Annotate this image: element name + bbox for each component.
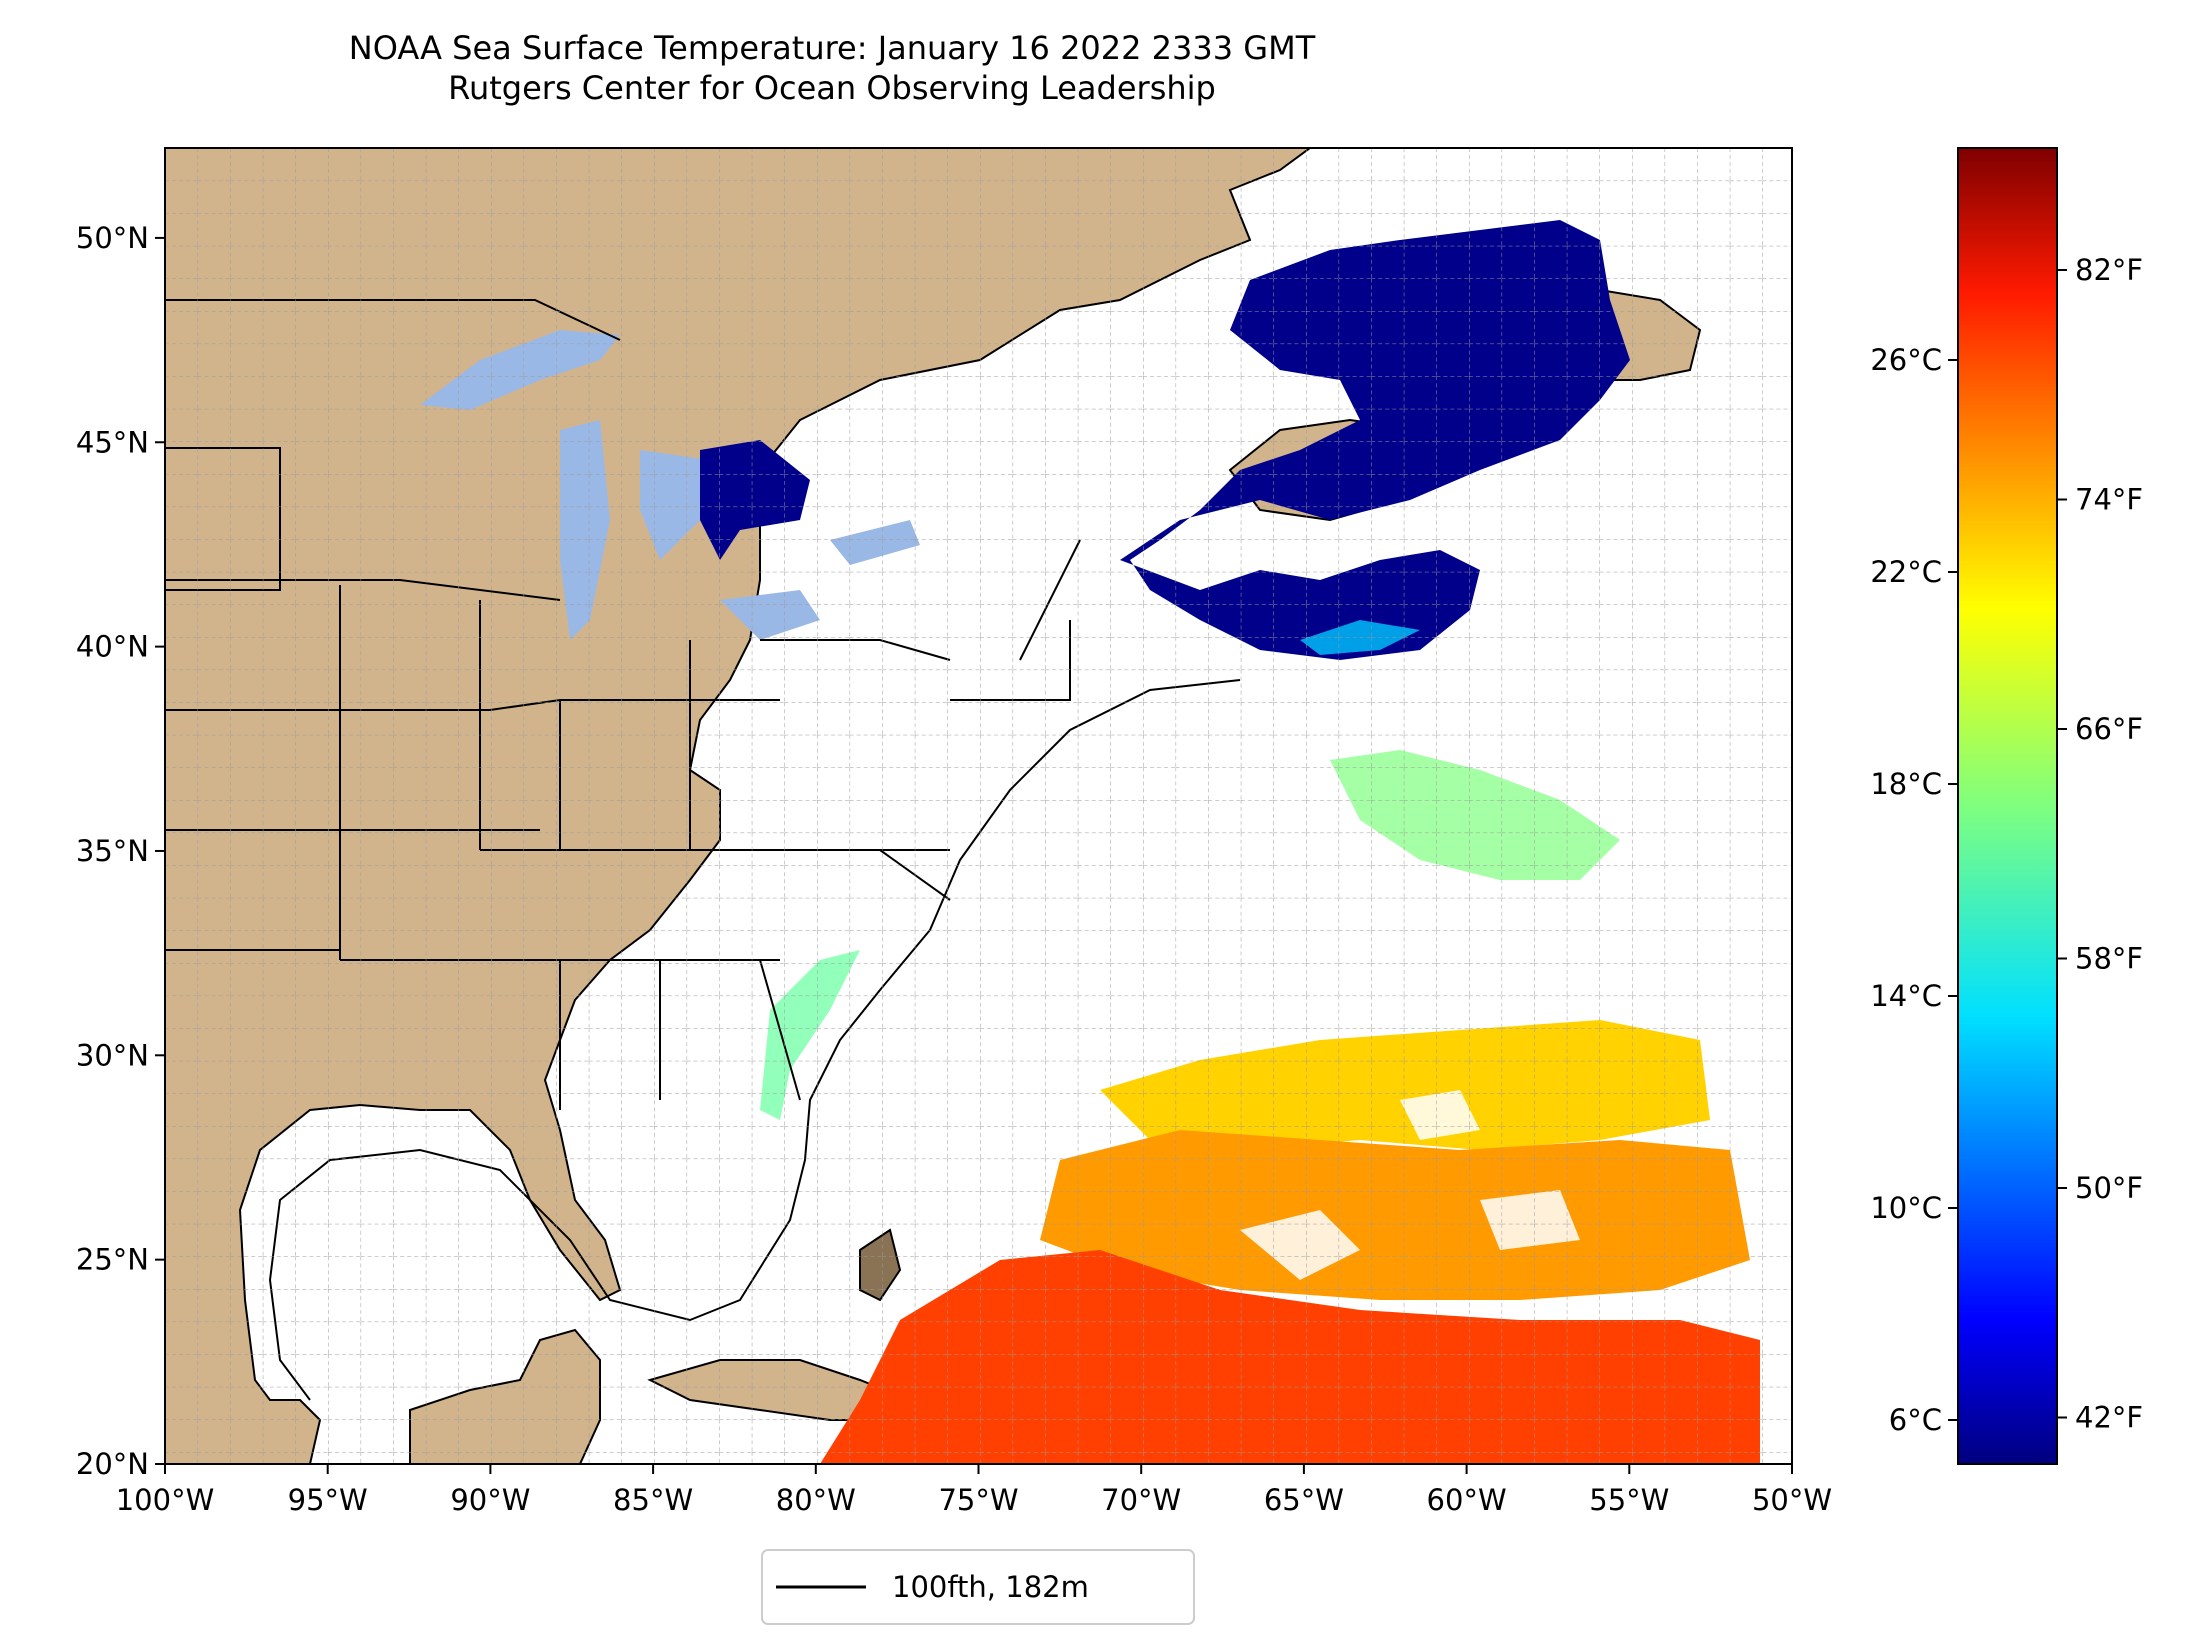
fahrenheit-tick-label: 50°F (2075, 1171, 2143, 1205)
colorbar-celsius-axis: 26°C 22°C 18°C 14°C 10°C 6°C (1870, 343, 1958, 1437)
y-tick-label: 35°N (76, 834, 149, 868)
x-tick-label: 55°W (1589, 1483, 1669, 1517)
celsius-tick-label: 26°C (1870, 343, 1942, 377)
fahrenheit-tick-label: 66°F (2075, 712, 2143, 746)
celsius-tick-label: 6°C (1889, 1403, 1942, 1437)
celsius-tick-label: 10°C (1870, 1191, 1942, 1225)
colorbar: 26°C 22°C 18°C 14°C 10°C 6°C 82°F 74°F 66°F 58°F… (1870, 147, 2143, 1465)
legend-label: 100fth, 182m (892, 1570, 1089, 1604)
x-tick-label: 70°W (1101, 1483, 1181, 1517)
map-title: NOAA Sea Surface Temperature: January 16… (348, 29, 1316, 67)
y-axis: 20°N 25°N 30°N 35°N 40°N 45°N 50°N (76, 221, 165, 1481)
x-tick-label: 65°W (1264, 1483, 1344, 1517)
map-gridlines (165, 148, 1792, 1464)
fahrenheit-tick-label: 42°F (2075, 1401, 2143, 1435)
fahrenheit-tick-label: 58°F (2075, 942, 2143, 976)
colorbar-fahrenheit-axis: 82°F 74°F 66°F 58°F 50°F 42°F (2057, 253, 2143, 1435)
map-subtitle: Rutgers Center for Ocean Observing Leade… (448, 69, 1216, 107)
celsius-tick-label: 22°C (1870, 555, 1942, 589)
legend: 100fth, 182m (761, 1549, 1195, 1625)
fahrenheit-tick-label: 82°F (2075, 253, 2143, 287)
y-tick-label: 25°N (76, 1243, 149, 1277)
y-tick-label: 40°N (76, 630, 149, 664)
x-tick-label: 75°W (938, 1483, 1018, 1517)
y-tick-label: 20°N (76, 1447, 149, 1481)
x-axis: 100°W 95°W 90°W 85°W 80°W 75°W 70°W 65°W 60°W 55°… (116, 1464, 1832, 1517)
legend-box (761, 1549, 1195, 1625)
fahrenheit-tick-label: 74°F (2075, 483, 2143, 517)
y-tick-label: 30°N (76, 1038, 149, 1072)
map-panel (165, 148, 1792, 1464)
x-tick-label: 85°W (613, 1483, 693, 1517)
y-tick-label: 50°N (76, 221, 149, 255)
y-tick-label: 45°N (76, 425, 149, 459)
x-tick-label: 90°W (450, 1483, 530, 1517)
celsius-tick-label: 14°C (1870, 979, 1942, 1013)
x-tick-label: 100°W (116, 1483, 215, 1517)
x-tick-label: 50°W (1752, 1483, 1832, 1517)
x-tick-label: 95°W (288, 1483, 368, 1517)
celsius-tick-label: 18°C (1870, 767, 1942, 801)
x-tick-label: 80°W (776, 1483, 856, 1517)
x-tick-label: 60°W (1427, 1483, 1507, 1517)
colorbar-gradient (1957, 147, 2058, 1465)
